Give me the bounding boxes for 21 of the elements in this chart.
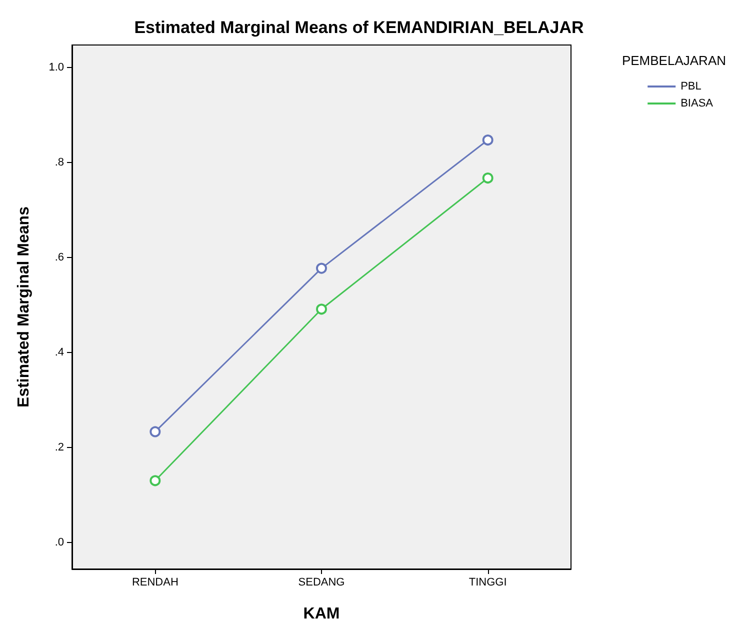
legend-label: BIASA: [680, 98, 714, 110]
point: [316, 262, 327, 274]
point: [150, 426, 161, 438]
x-axis-title: KAM: [303, 606, 340, 622]
y-axis-title: Estimated Marginal Means: [16, 206, 32, 408]
y-tick-label: .6: [54, 251, 64, 264]
y-tick-label: .0: [54, 536, 64, 548]
point: [482, 172, 494, 184]
legend-label: PBL: [680, 80, 702, 92]
y-tick-label: 1.0: [48, 61, 64, 74]
x-tick-label: RENDAH: [132, 576, 178, 588]
y-tick-label: .2: [54, 441, 64, 454]
point: [316, 304, 327, 315]
x-tick-label: SEDANG: [298, 576, 345, 588]
chart-title: Estimated Marginal Means of KEMANDIRIAN_BELAJAR: [134, 18, 584, 37]
legend-title: PEMBELAJARAN: [622, 53, 726, 68]
point: [482, 134, 494, 146]
x-tick-label: TINGGI: [468, 576, 507, 588]
y-tick-label: .4: [54, 346, 64, 358]
point: [150, 475, 161, 486]
y-tick-label: .8: [54, 156, 64, 168]
